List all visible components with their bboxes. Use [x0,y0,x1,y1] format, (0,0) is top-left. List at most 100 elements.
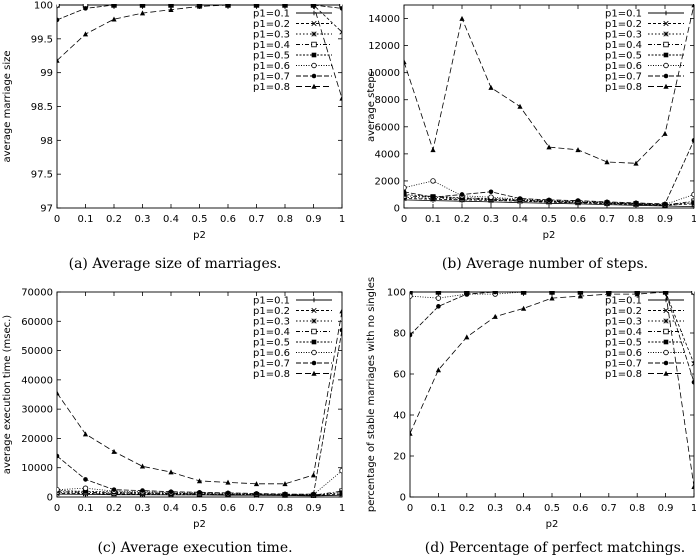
x-tick-label: 0.6 [570,214,586,225]
legend: p1=0.1p1=0.2p1=0.3p1=0.4p1=0.5p1=0.6p1=0… [253,296,332,380]
data-point [633,160,639,166]
x-tick-label: 0 [54,214,60,225]
legend-label: p1=0.6 [605,61,642,72]
legend-label: p1=0.6 [605,348,642,359]
series-line [57,4,342,99]
plot-area [57,308,342,498]
legend-marker [663,41,669,48]
x-tick-label: 0.3 [487,503,503,514]
y-axis-label: percentage of stable marriages with no s… [366,277,377,512]
data-point [57,17,60,23]
data-point [82,485,89,491]
legend-label: p1=0.4 [253,40,290,51]
data-point [339,29,342,35]
series-line [57,490,342,496]
legend-marker [311,41,317,48]
y-tick-label: 99 [40,68,53,79]
x-tick-label: 0.2 [106,503,122,514]
y-tick-label: 2000 [375,176,400,187]
y-axis-label: average execution time (msec.) [2,315,13,474]
y-tick-label: 0 [400,493,406,504]
series-line [410,291,694,487]
data-point [282,4,288,8]
data-point [225,479,231,485]
x-tick-label: 0.8 [277,503,293,514]
data-point [139,10,146,16]
legend-label: p1=0.2 [605,306,642,317]
data-point [410,430,413,436]
data-point [488,194,494,200]
data-point [83,6,88,11]
plot-area [57,4,342,101]
data-point [663,291,669,295]
y-tick-label: 80 [393,329,406,340]
chart-panel: 0 0.1 0.2 0.3 0.4 0.5 0.6 0.7 0.8 0.9 1 0 20 40 60 80 10… [366,277,696,556]
y-tick-label: 60000 [21,317,53,328]
legend-label: p1=0.2 [605,19,642,30]
legend-marker [311,349,317,356]
x-tick-label: 0.6 [220,214,236,225]
data-point [578,291,583,295]
x-tick-label: 1 [339,503,345,514]
data-point [459,192,465,197]
data-point [410,332,413,338]
data-point [430,194,436,200]
x-tick-label: 0 [401,214,407,225]
legend-marker [311,297,317,303]
legend-marker [311,339,317,345]
series-line [410,291,694,383]
y-tick-label: 12000 [368,41,400,52]
legend-label: p1=0.3 [253,317,290,328]
x-tick-label: 0.8 [277,214,293,225]
data-point [339,95,342,101]
y-tick-label: 0 [47,493,53,504]
y-tick-label: 20 [393,452,406,463]
y-tick-label: 50000 [21,346,53,357]
figure-caption: (a) Average size of marriages. [69,256,282,272]
legend-label: p1=0.8 [253,369,290,380]
data-point [633,200,639,206]
x-axis-label: p2 [193,519,206,530]
data-point [339,490,342,495]
legend-marker [663,370,669,376]
legend-label: p1=0.4 [605,40,642,51]
legend-marker [311,83,317,89]
data-point [435,367,441,373]
y-tick-label: 70000 [21,288,53,299]
data-point [111,487,117,492]
y-tick-label: 100 [387,288,406,299]
y-tick-label: 60 [393,370,406,381]
data-point [549,291,555,295]
data-point [404,189,407,195]
y-tick-label: 40000 [21,375,53,386]
x-tick-label: 0.4 [163,503,179,514]
legend-label: p1=0.6 [253,348,290,359]
legend-label: p1=0.8 [605,369,642,380]
y-axis-label: average steps [366,71,377,142]
x-tick-label: 0.8 [628,214,644,225]
x-tick-label: 0 [54,503,60,514]
legend-marker [663,339,669,345]
plot-frame [56,291,343,498]
data-point [604,159,610,165]
data-point [436,304,441,309]
data-point [83,489,88,494]
x-tick-label: 0 [407,503,413,514]
x-tick-label: 0.3 [483,214,499,225]
data-point [691,138,694,143]
data-point [168,7,174,13]
x-axis-label: p2 [193,230,206,241]
x-tick-label: 0.5 [192,503,208,514]
data-point [488,84,494,90]
data-point [691,361,694,367]
data-point [82,431,89,437]
x-tick-label: 0.3 [135,214,151,225]
data-point [492,313,498,319]
data-point [196,478,203,484]
data-point [282,481,288,487]
series-line [404,140,694,205]
legend-marker [311,10,317,16]
data-point [492,291,498,295]
data-point [139,463,146,469]
legend-marker [663,349,669,356]
